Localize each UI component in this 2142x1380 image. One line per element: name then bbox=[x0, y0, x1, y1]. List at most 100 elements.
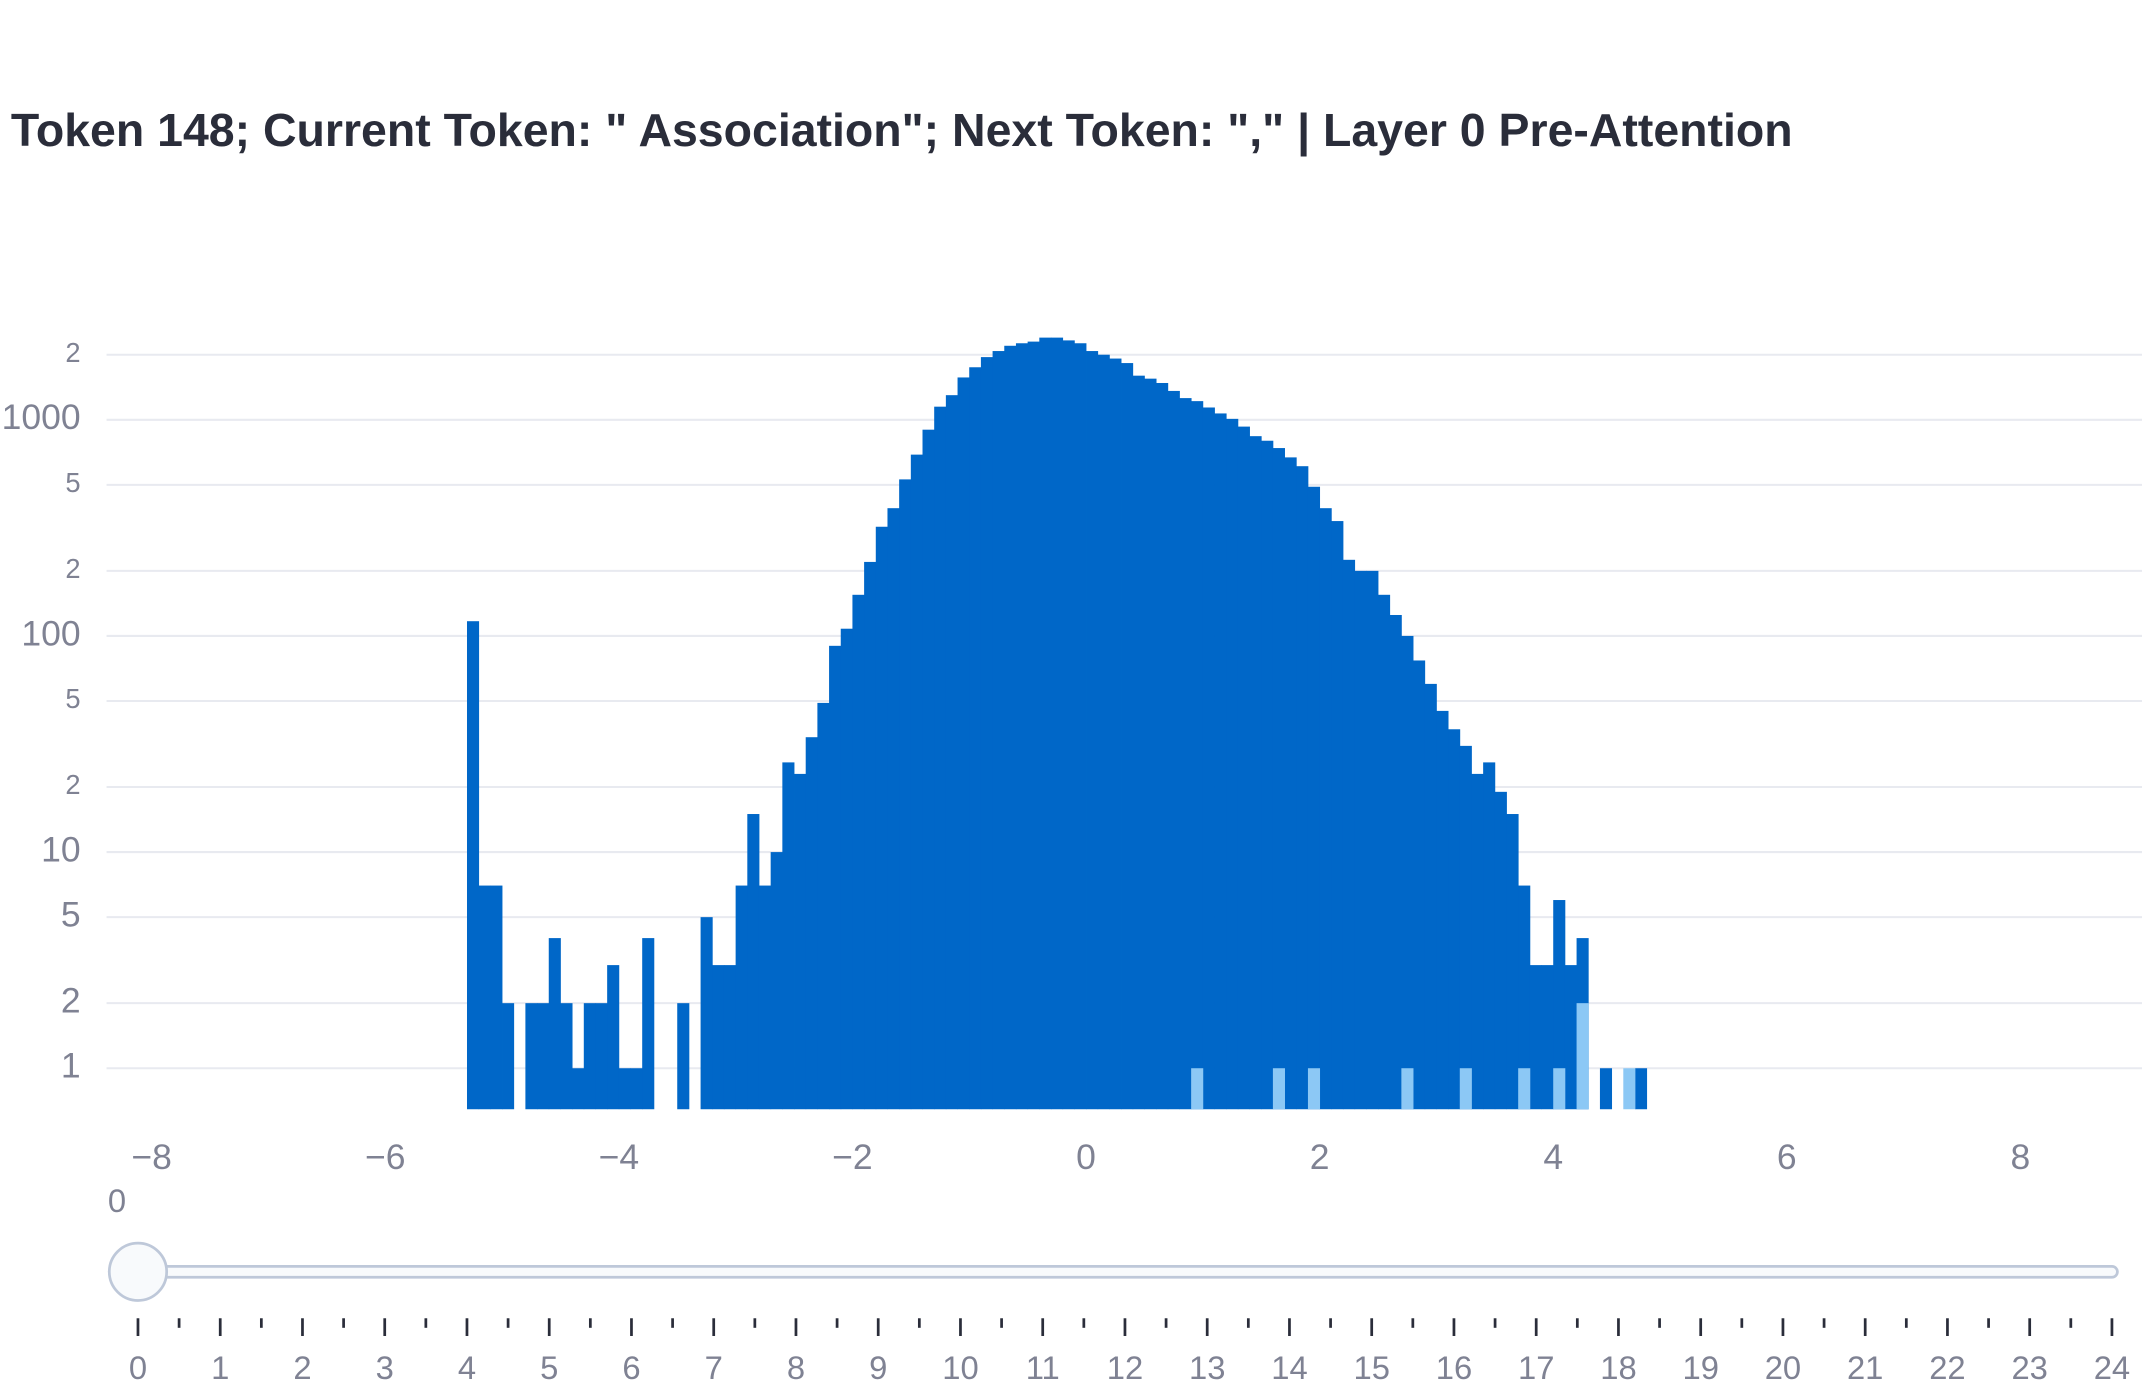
histogram-bar bbox=[1378, 594, 1391, 1110]
slider-current-value: 0 bbox=[108, 1182, 126, 1219]
histogram-bar bbox=[1179, 398, 1192, 1110]
histogram-bar bbox=[829, 645, 842, 1110]
histogram-bar bbox=[1050, 337, 1064, 1110]
histogram-bar bbox=[1518, 1068, 1531, 1110]
histogram-bar bbox=[1424, 683, 1437, 1110]
histogram-bar bbox=[630, 1068, 643, 1110]
slider-step-label[interactable]: 12 bbox=[1107, 1349, 1143, 1380]
histogram-bar bbox=[1027, 341, 1040, 1110]
histogram-bar bbox=[747, 814, 760, 1110]
histogram-bar bbox=[1553, 900, 1566, 1110]
histogram-bar bbox=[945, 395, 958, 1110]
histogram-bar bbox=[1167, 390, 1180, 1110]
x-tick-label: 2 bbox=[1310, 1137, 1330, 1177]
slider-step-label[interactable]: 24 bbox=[2094, 1349, 2130, 1380]
histogram-bar bbox=[642, 938, 655, 1110]
y-tick-label: 5 bbox=[61, 895, 81, 935]
slider-step-label[interactable]: 11 bbox=[1026, 1349, 1060, 1380]
histogram-bar bbox=[1623, 1068, 1636, 1110]
histogram-bar bbox=[1354, 570, 1367, 1110]
histogram-bar bbox=[1331, 521, 1344, 1110]
slider-handle[interactable] bbox=[107, 1241, 169, 1302]
slider-step-label[interactable]: 16 bbox=[1436, 1349, 1472, 1380]
histogram-bar bbox=[677, 1003, 690, 1110]
histogram-bar bbox=[1494, 791, 1507, 1110]
slider-step-label[interactable]: 15 bbox=[1353, 1349, 1389, 1380]
histogram-bar bbox=[1097, 354, 1110, 1110]
histogram-bar bbox=[864, 561, 877, 1110]
histogram-bar bbox=[1261, 440, 1274, 1110]
histogram-bar bbox=[1074, 343, 1087, 1110]
slider-step-label[interactable]: 4 bbox=[458, 1349, 476, 1380]
slider-step-label[interactable]: 18 bbox=[1600, 1349, 1636, 1380]
slider-step-label[interactable]: 0 bbox=[129, 1349, 147, 1380]
histogram-bar bbox=[735, 885, 748, 1110]
slider-step-label[interactable]: 9 bbox=[869, 1349, 887, 1380]
slider-step-label[interactable]: 19 bbox=[1682, 1349, 1718, 1380]
x-tick-label: −8 bbox=[131, 1137, 171, 1177]
slider-step-label[interactable]: 8 bbox=[787, 1349, 805, 1380]
slider-step-label[interactable]: 23 bbox=[2011, 1349, 2047, 1380]
histogram-bar bbox=[1272, 448, 1285, 1110]
histogram-bar bbox=[1599, 1068, 1613, 1110]
histogram-bar bbox=[1506, 814, 1519, 1110]
histogram-bar bbox=[1249, 436, 1262, 1110]
slider-step-label[interactable]: 5 bbox=[540, 1349, 558, 1380]
histogram-bar bbox=[1132, 375, 1145, 1110]
histogram-bar bbox=[957, 377, 970, 1110]
x-tick-label: −2 bbox=[832, 1137, 872, 1177]
histogram-bar bbox=[583, 1003, 596, 1110]
histogram-bar bbox=[1121, 363, 1134, 1110]
slider-step-label[interactable]: 6 bbox=[622, 1349, 640, 1380]
histogram-bar bbox=[1191, 401, 1204, 1110]
histogram-bar bbox=[794, 773, 807, 1110]
slider-step-label[interactable]: 21 bbox=[1847, 1349, 1883, 1380]
slider-step-label[interactable]: 7 bbox=[705, 1349, 723, 1380]
histogram-bar bbox=[1576, 1003, 1589, 1110]
chart-title: Token 148; Current Token: " Association"… bbox=[11, 104, 1793, 156]
histogram-bar bbox=[758, 885, 772, 1110]
slider-step-label[interactable]: 1 bbox=[211, 1349, 229, 1380]
histogram-bar bbox=[1366, 570, 1379, 1110]
histogram-bar bbox=[572, 1068, 585, 1110]
y-tick-label: 2 bbox=[65, 337, 80, 368]
slider-step-label[interactable]: 22 bbox=[1929, 1349, 1965, 1380]
y-tick-label: 1 bbox=[61, 1046, 81, 1086]
histogram-bar bbox=[1413, 660, 1426, 1110]
histogram-bar bbox=[1483, 762, 1496, 1110]
slider-step-label[interactable]: 14 bbox=[1271, 1349, 1307, 1380]
slider-step-label[interactable]: 20 bbox=[1765, 1349, 1801, 1380]
histogram-bar bbox=[1448, 729, 1461, 1110]
histogram-bar bbox=[1342, 559, 1356, 1110]
slider-step-label[interactable]: 3 bbox=[376, 1349, 394, 1380]
x-tick-label: 0 bbox=[1076, 1137, 1096, 1177]
histogram-bar bbox=[595, 1003, 608, 1110]
histogram-bar bbox=[1471, 773, 1484, 1110]
slider-step-label[interactable]: 17 bbox=[1518, 1349, 1554, 1380]
histogram-bar bbox=[782, 762, 795, 1110]
histogram-bar bbox=[1634, 1068, 1648, 1110]
histogram-bar bbox=[922, 429, 935, 1110]
histogram-bar bbox=[817, 702, 830, 1110]
histogram-bar bbox=[1307, 1068, 1321, 1110]
y-tick-label: 1000 bbox=[2, 397, 81, 437]
histogram-bar bbox=[1436, 710, 1449, 1110]
slider-step-label[interactable]: 10 bbox=[942, 1349, 978, 1380]
histogram-bar bbox=[980, 357, 993, 1110]
histogram-bar bbox=[490, 885, 503, 1110]
histogram-bar bbox=[805, 737, 818, 1110]
histogram-bar bbox=[1564, 965, 1577, 1110]
slider-step-label[interactable]: 13 bbox=[1189, 1349, 1225, 1380]
slider-rail bbox=[107, 1264, 2119, 1279]
x-tick-label: −4 bbox=[599, 1137, 639, 1177]
histogram-bar bbox=[1226, 418, 1239, 1110]
histogram-bar bbox=[1272, 1068, 1285, 1110]
slider-step-label[interactable]: 2 bbox=[293, 1349, 311, 1380]
histogram-bar bbox=[1307, 486, 1321, 1110]
histogram-bar bbox=[899, 479, 912, 1110]
histogram-bar bbox=[1214, 413, 1227, 1110]
histogram-bar bbox=[887, 508, 900, 1110]
histogram-bar bbox=[1109, 358, 1122, 1110]
histogram-bar bbox=[712, 965, 725, 1110]
